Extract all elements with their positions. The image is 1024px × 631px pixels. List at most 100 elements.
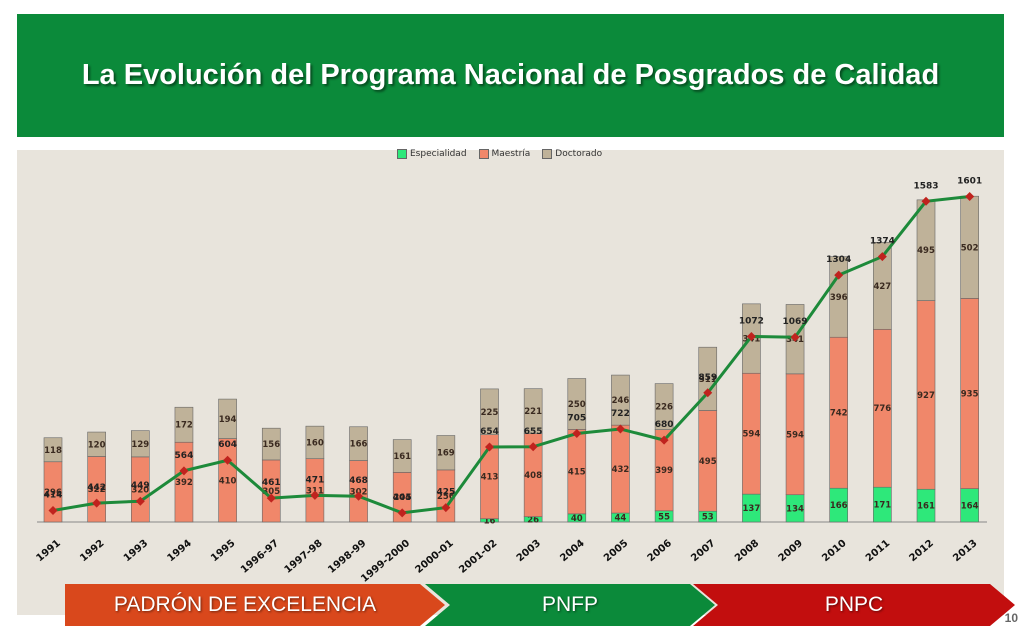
stage-2: PNFP [425,584,715,626]
total-marker [790,332,800,342]
total-label: 655 [524,427,543,437]
total-marker [834,270,844,280]
x-tick-label: 1991 [35,538,63,564]
data-label: 594 [786,430,804,440]
total-marker [485,442,494,452]
data-label: 164 [961,501,979,511]
total-marker [397,508,407,518]
data-label: 392 [175,478,193,488]
data-label: 118 [44,446,62,456]
legend-item: Maestría [478,149,531,159]
total-label: 564 [175,451,194,461]
total-label: 705 [567,414,586,424]
data-label: 221 [524,407,542,417]
data-label: 137 [743,504,761,514]
x-tick-label: 2006 [646,538,674,564]
bar-doctorado [523,388,543,434]
total-label: 425 [436,488,455,498]
legend-swatch [542,149,553,159]
total-marker [746,331,756,341]
chart-panel: 296 118 1991 322 120 1992 320 129 1993 392 172 1994… [17,149,1004,615]
data-label: 415 [568,468,586,478]
data-label: 776 [873,404,891,414]
total-marker [92,498,102,508]
data-label: 166 [350,440,368,450]
data-label: 742 [830,409,848,419]
x-tick-label: 2013 [951,538,979,564]
total-marker [135,496,145,506]
data-label: 44 [615,514,627,524]
total-label: 1601 [957,177,982,187]
page-number: 10 [1004,611,1018,625]
total-label: 680 [655,420,674,430]
data-label: 26 [527,515,539,525]
total-label: 468 [349,476,368,486]
bar-doctorado [174,406,194,443]
data-label: 399 [655,466,673,476]
data-label: 226 [655,403,673,413]
data-label: 927 [917,391,935,401]
data-label: 161 [917,502,935,512]
page-title: La Evolución del Programa Nacional de Po… [81,59,940,91]
legend-label: Especialidad [410,149,467,159]
total-marker [921,196,931,206]
total-label: 859 [698,373,717,383]
total-label: 442 [87,483,106,493]
stage-3: PNPC [693,584,1015,626]
data-label: 171 [873,501,891,511]
total-label: 604 [218,440,237,450]
stage-1: PADRÓN DE EXCELENCIA [65,584,445,626]
legend-label: Doctorado [555,149,603,159]
total-marker [48,505,58,515]
bar-doctorado [873,242,892,330]
legend-item: Doctorado [542,149,602,159]
total-marker [877,252,887,262]
x-tick-label: 2005 [602,538,630,564]
bar-doctorado [87,431,106,457]
x-tick-label: 2003 [515,538,543,564]
x-tick-label: 2001-02 [457,538,499,576]
data-label: 594 [743,430,761,440]
data-label: 427 [873,282,891,292]
x-tick-label: 2012 [908,538,936,564]
total-label: 1069 [783,317,808,327]
bar-doctorado [261,427,281,461]
bar-doctorado [436,435,456,471]
total-marker [179,466,189,476]
x-tick-label: 1994 [165,538,193,564]
total-label: 405 [393,493,412,503]
x-tick-label: 2010 [820,538,848,564]
total-label: 1304 [826,255,851,265]
legend-label: Maestría [491,149,531,159]
total-label: 1072 [739,316,764,326]
total-marker [965,192,975,202]
bar-doctorado [131,430,150,458]
data-label: 16 [484,516,496,526]
total-marker [266,493,276,503]
bar-doctorado [349,426,368,461]
data-label: 169 [437,449,455,459]
total-line [52,195,970,515]
data-label: 194 [219,415,237,425]
data-label: 296 [44,488,62,498]
data-label: 225 [481,408,499,418]
bar-doctorado [829,256,849,338]
data-label: 134 [786,504,804,514]
total-label: 461 [262,478,281,488]
data-label: 432 [612,465,630,475]
total-marker [659,435,669,445]
data-label: 172 [175,421,193,431]
legend-swatch [478,149,489,159]
data-label: 502 [961,243,979,253]
data-label: 320 [131,485,149,495]
x-tick-label: 1998-99 [326,538,368,576]
title-banner: La Evolución del Programa Nacional de Po… [17,14,1004,137]
x-tick-label: 1997-98 [283,538,325,576]
x-tick-label: 1996-97 [239,538,281,576]
data-label: 244 [393,493,411,503]
bar-doctorado [480,388,499,435]
x-tick-label: 1993 [122,538,150,564]
data-label: 410 [219,476,237,486]
legend-swatch [397,149,407,159]
total-marker [528,442,538,452]
